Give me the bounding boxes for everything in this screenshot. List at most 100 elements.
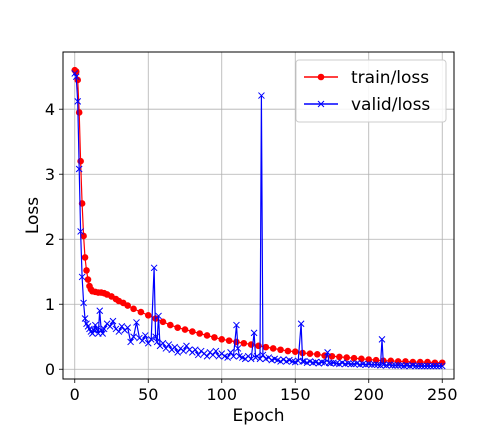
data-point xyxy=(74,98,82,105)
x-axis-label: Epoch xyxy=(232,406,284,426)
data-point xyxy=(72,73,80,81)
data-point xyxy=(191,346,199,354)
data-point xyxy=(77,157,84,165)
data-point xyxy=(224,354,231,361)
data-point xyxy=(284,347,292,355)
data-point xyxy=(388,361,396,369)
data-point xyxy=(258,92,265,99)
data-point xyxy=(144,339,152,347)
legend-label: valid/loss xyxy=(351,95,430,115)
data-point xyxy=(212,347,220,355)
data-point xyxy=(218,336,226,343)
data-point xyxy=(371,361,378,369)
data-point xyxy=(297,320,305,328)
data-point xyxy=(256,355,264,363)
data-point xyxy=(152,333,159,341)
data-point xyxy=(71,70,79,77)
x-tick-label: 200 xyxy=(353,385,384,404)
data-point xyxy=(424,362,431,370)
data-point xyxy=(180,347,187,355)
data-point xyxy=(368,361,376,369)
data-point xyxy=(93,325,101,333)
data-point xyxy=(269,345,277,352)
data-point xyxy=(277,358,284,365)
data-point xyxy=(150,264,158,272)
data-point xyxy=(233,321,240,329)
data-point xyxy=(336,353,343,361)
data-point xyxy=(412,362,420,370)
data-point xyxy=(137,308,145,316)
data-point xyxy=(365,356,373,363)
data-point xyxy=(80,299,87,307)
data-point xyxy=(418,362,426,370)
data-point xyxy=(299,358,306,365)
data-point xyxy=(234,345,242,352)
data-point xyxy=(133,319,140,326)
data-point xyxy=(115,328,123,335)
data-point xyxy=(75,165,83,173)
data-point xyxy=(174,348,182,356)
data-point xyxy=(247,355,255,363)
data-point xyxy=(100,325,108,333)
data-point xyxy=(280,356,287,363)
data-point xyxy=(259,351,267,359)
data-point xyxy=(427,362,434,370)
data-point xyxy=(81,254,89,261)
data-point xyxy=(81,315,89,322)
legend-label: train/loss xyxy=(351,68,429,88)
data-point xyxy=(211,334,218,341)
data-point xyxy=(109,317,117,325)
data-point xyxy=(80,232,87,240)
y-axis-label: Loss xyxy=(23,197,43,234)
y-tick-label: 2 xyxy=(45,230,55,249)
data-point xyxy=(84,276,92,283)
data-point xyxy=(99,330,107,337)
data-point xyxy=(174,324,181,331)
data-point xyxy=(391,361,399,369)
data-point xyxy=(394,361,402,369)
data-point xyxy=(165,341,173,348)
legend-marker xyxy=(317,73,325,81)
data-point xyxy=(421,362,428,370)
data-point xyxy=(171,343,179,351)
data-point xyxy=(240,339,248,347)
data-point xyxy=(181,326,189,333)
data-point xyxy=(75,109,83,116)
data-point xyxy=(262,343,270,351)
data-point xyxy=(250,329,258,337)
data-point xyxy=(409,358,417,366)
plot-frame xyxy=(62,51,455,380)
data-point xyxy=(225,337,233,344)
y-tick-label: 1 xyxy=(45,295,55,314)
data-point xyxy=(438,362,446,370)
data-point xyxy=(306,350,314,357)
data-point xyxy=(203,352,211,360)
data-point xyxy=(155,312,162,320)
data-point xyxy=(118,322,126,330)
data-point xyxy=(144,311,152,319)
data-point xyxy=(96,307,104,315)
series-2 xyxy=(71,70,446,370)
x-tick-label: 250 xyxy=(427,385,458,404)
series-layer xyxy=(71,66,446,370)
data-point xyxy=(130,305,137,313)
data-point xyxy=(153,338,161,346)
data-point xyxy=(194,351,202,359)
legend-marker xyxy=(317,100,325,108)
data-point xyxy=(83,267,90,274)
data-point xyxy=(227,348,234,356)
data-point xyxy=(159,339,167,347)
data-point xyxy=(162,345,170,352)
legend: train/loss valid/loss xyxy=(295,59,447,123)
data-point xyxy=(255,342,262,350)
x-tick-label: 100 xyxy=(206,385,237,404)
data-point xyxy=(415,362,423,370)
data-point xyxy=(189,328,196,335)
data-point xyxy=(378,335,386,343)
data-point xyxy=(350,354,358,362)
data-point xyxy=(277,346,284,354)
data-point xyxy=(433,362,440,370)
data-point xyxy=(91,321,99,329)
x-tick-label: 50 xyxy=(138,385,158,404)
